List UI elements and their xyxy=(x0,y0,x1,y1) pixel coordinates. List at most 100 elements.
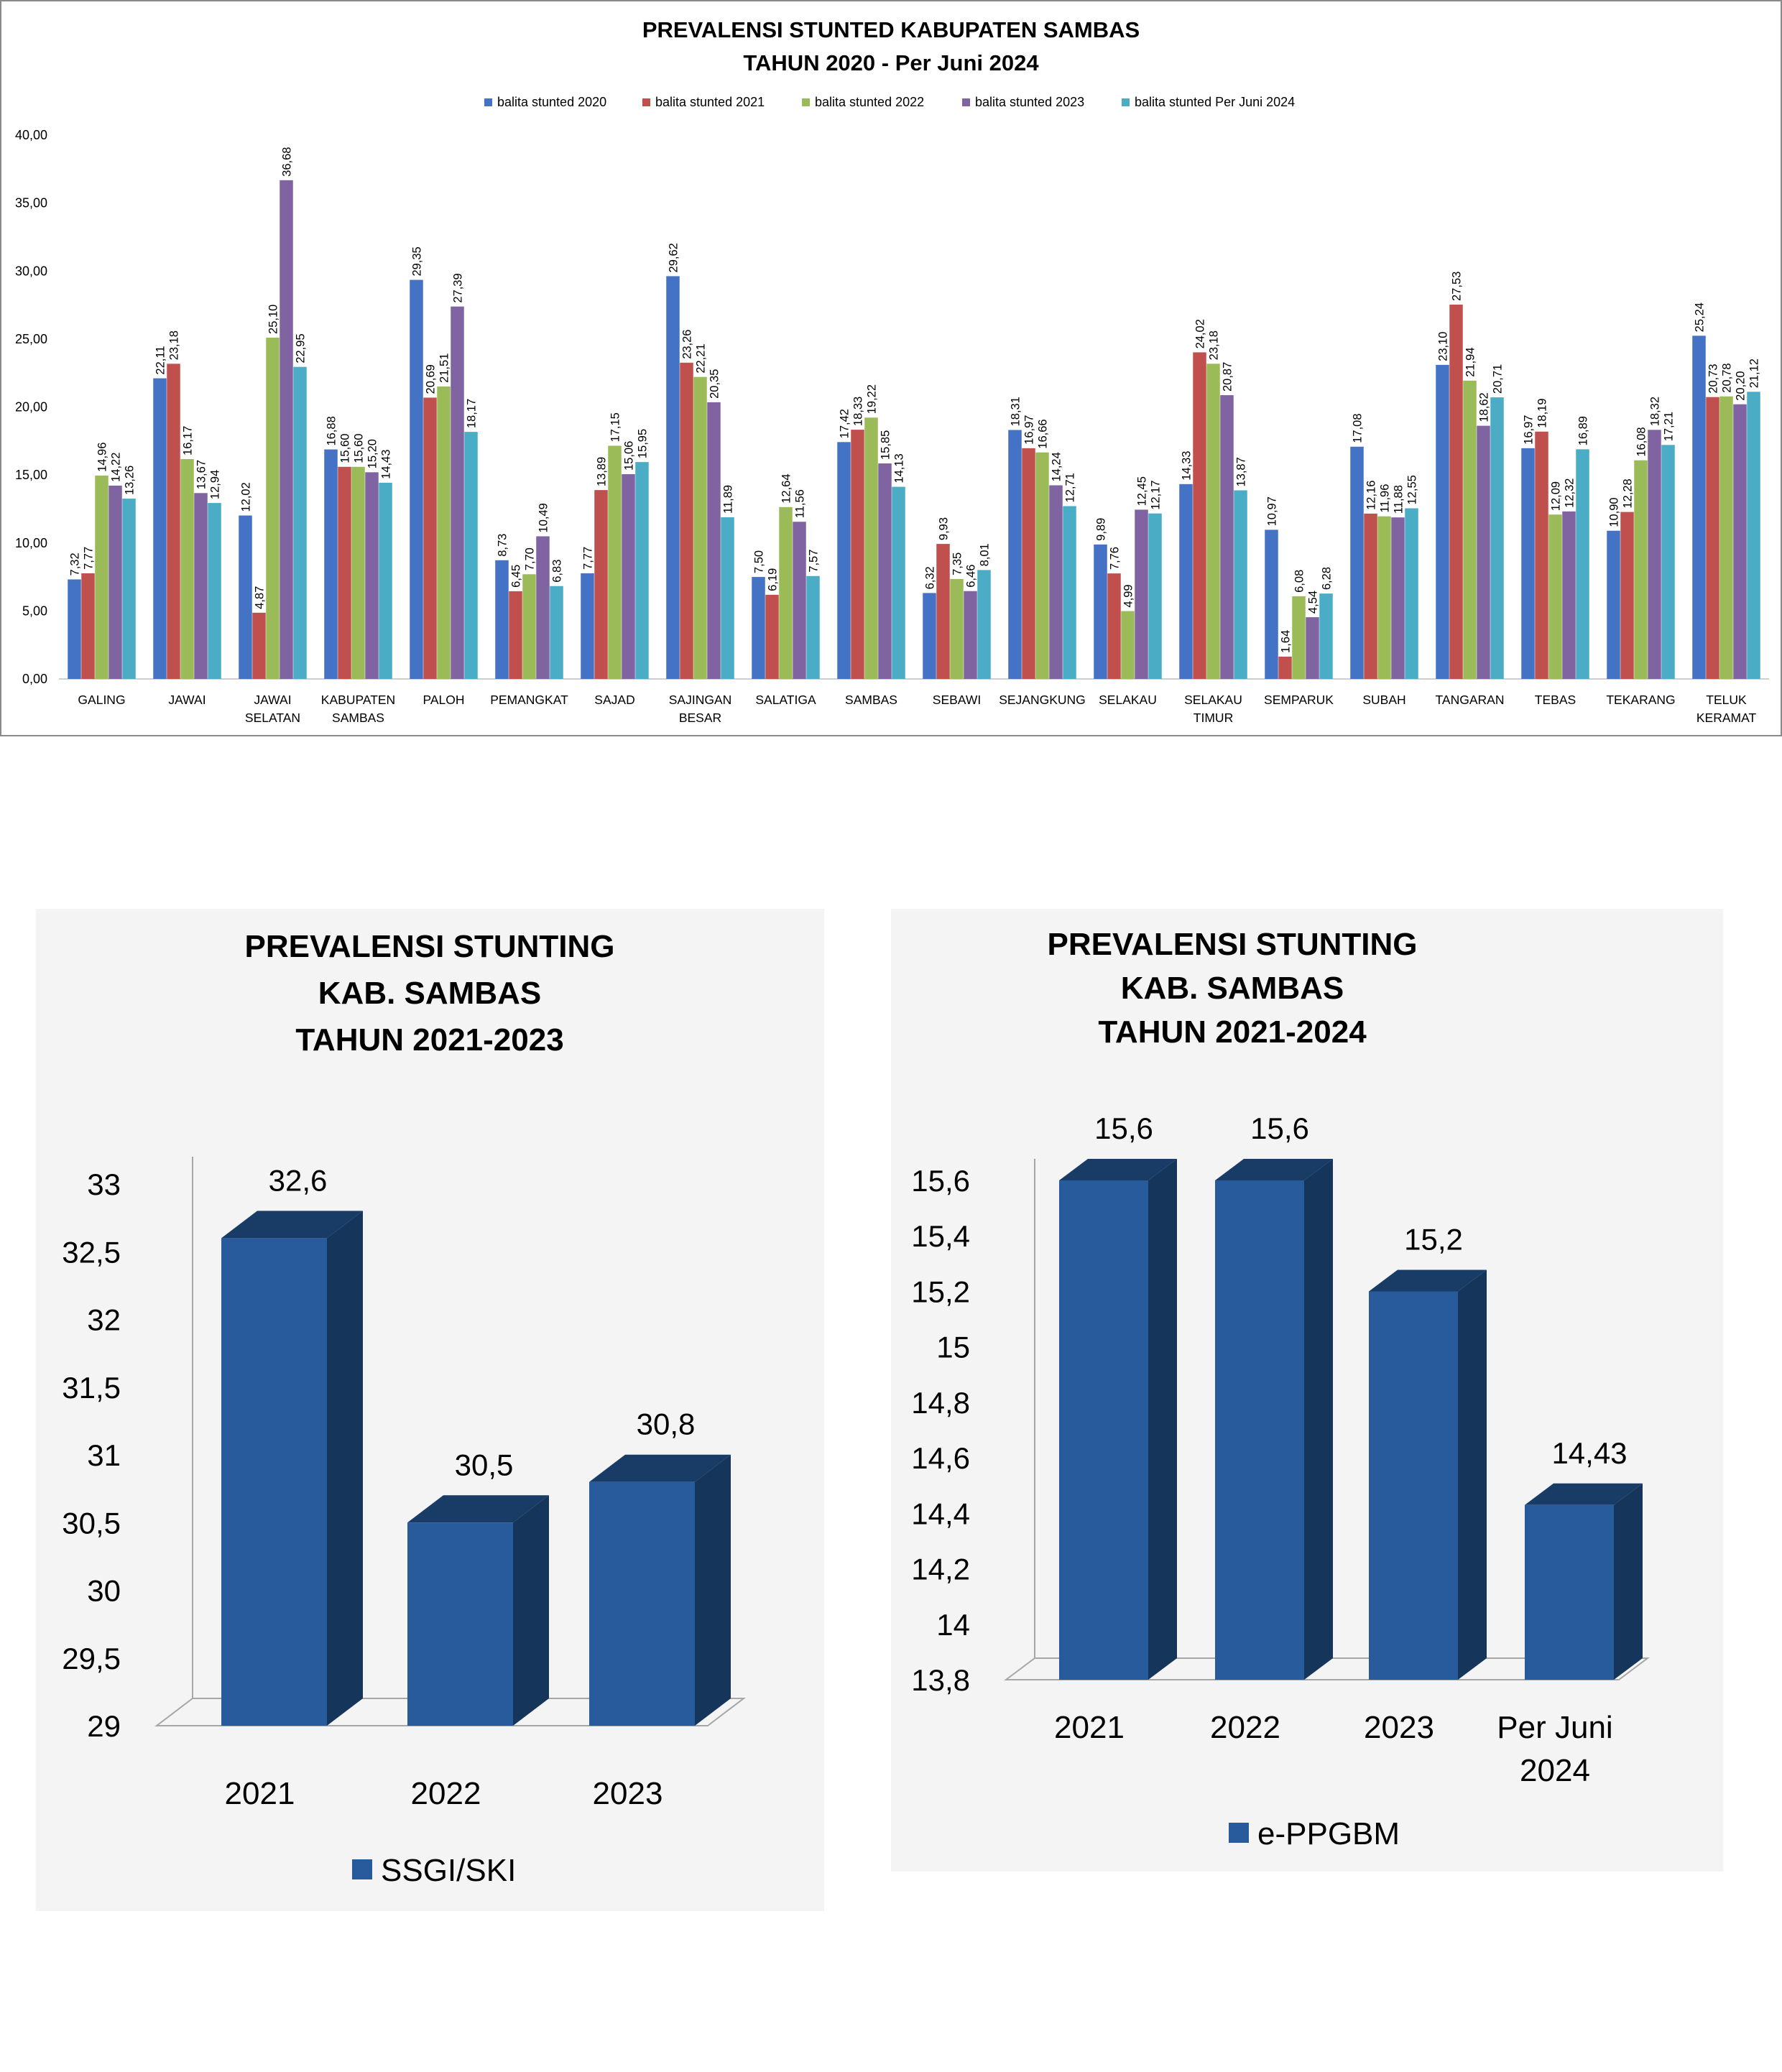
y-tick-label: 29,5 xyxy=(62,1642,121,1675)
data-label: 17,21 xyxy=(1663,412,1676,441)
bar xyxy=(1391,517,1405,679)
bar xyxy=(721,517,734,679)
bar xyxy=(324,449,338,679)
y-tick-label: 31,5 xyxy=(62,1371,121,1405)
bar xyxy=(68,579,81,679)
bar xyxy=(1035,452,1049,679)
y-tick-label: 15 xyxy=(936,1331,970,1364)
bar xyxy=(1206,364,1220,679)
data-label: 36,68 xyxy=(281,147,294,177)
bar xyxy=(1377,516,1391,679)
bar xyxy=(1477,425,1490,679)
bar xyxy=(923,593,936,679)
bar xyxy=(379,482,392,679)
data-label: 6,08 xyxy=(1293,570,1306,593)
x-tick-label: SELAKAU xyxy=(1184,693,1242,707)
data-label: 15,6 xyxy=(1250,1111,1309,1145)
bar xyxy=(1525,1504,1614,1680)
x-tick-label: BESAR xyxy=(679,711,721,725)
bar xyxy=(977,570,991,679)
y-tick-label: 33 xyxy=(87,1167,121,1201)
data-label: 13,26 xyxy=(124,466,137,495)
bar xyxy=(1063,506,1076,679)
data-label: 7,35 xyxy=(951,552,964,575)
x-tick-label: SELATAN xyxy=(245,711,300,725)
data-label: 12,02 xyxy=(240,482,253,512)
chart-subtitle: TAHUN 2020 - Per Juni 2024 xyxy=(743,50,1039,75)
bar xyxy=(1405,508,1418,679)
legend-swatch xyxy=(1229,1823,1249,1843)
data-label: 32,6 xyxy=(269,1163,328,1197)
bar xyxy=(1648,430,1661,679)
bar xyxy=(1059,1180,1148,1680)
bar xyxy=(407,1522,513,1726)
data-label: 30,8 xyxy=(637,1407,696,1441)
bar xyxy=(1747,392,1760,679)
y-tick-label: 40,00 xyxy=(15,128,47,142)
data-label: 14,43 xyxy=(380,450,393,479)
y-tick-label: 14 xyxy=(936,1608,970,1642)
data-label: 6,19 xyxy=(767,568,780,591)
x-tick-label: KABUPATEN xyxy=(321,693,395,707)
bar xyxy=(1562,511,1576,679)
chart-title: PREVALENSI STUNTING xyxy=(1047,927,1417,962)
bar xyxy=(1706,397,1719,679)
data-label: 13,89 xyxy=(596,457,609,486)
bar xyxy=(837,442,851,679)
data-label: 12,55 xyxy=(1406,475,1419,504)
data-label: 12,94 xyxy=(209,470,222,499)
bar xyxy=(581,573,594,679)
y-tick-label: 14,4 xyxy=(911,1497,970,1530)
floor xyxy=(154,1698,746,1726)
data-label: 25,10 xyxy=(267,305,280,334)
legend-label: balita stunted 2023 xyxy=(975,95,1084,109)
data-label: 15,20 xyxy=(366,439,379,468)
bar xyxy=(495,560,509,679)
bar xyxy=(1265,529,1278,679)
bar xyxy=(1107,573,1121,679)
chart-title: TAHUN 2021-2023 xyxy=(295,1022,563,1058)
bar xyxy=(950,578,964,679)
data-label: 16,66 xyxy=(1037,419,1050,448)
data-label: 20,78 xyxy=(1721,363,1734,392)
bar xyxy=(95,475,109,679)
x-tick-label: 2021 xyxy=(1054,1710,1125,1745)
data-label: 14,43 xyxy=(1551,1436,1627,1470)
x-tick-label: SALATIGA xyxy=(755,693,816,707)
data-label: 15,85 xyxy=(880,430,892,460)
bar xyxy=(536,536,550,679)
chart-title: TAHUN 2021-2024 xyxy=(1098,1014,1367,1050)
bar xyxy=(280,180,293,679)
bar xyxy=(464,432,478,679)
bar xyxy=(1350,446,1364,679)
data-label: 7,77 xyxy=(582,547,595,570)
bar xyxy=(964,591,977,679)
legend-swatch xyxy=(962,98,970,106)
bar xyxy=(351,466,365,679)
bar xyxy=(851,430,864,679)
data-label: 7,57 xyxy=(808,550,821,573)
bar xyxy=(338,466,351,679)
bar xyxy=(1094,544,1107,679)
legend-swatch xyxy=(642,98,650,106)
data-label: 12,16 xyxy=(1365,481,1378,510)
y-tick-label: 30,00 xyxy=(15,264,47,278)
x-tick-label: PEMANGKAT xyxy=(490,693,568,707)
data-label: 21,12 xyxy=(1748,359,1761,388)
bar xyxy=(550,586,563,679)
ssgi-ski-svg: PREVALENSI STUNTING KAB. SAMBAS TAHUN 2021… xyxy=(62,929,746,1888)
bar xyxy=(1535,431,1548,679)
x-tick-label: 2024 xyxy=(1520,1753,1590,1788)
bar xyxy=(779,507,793,679)
bar xyxy=(423,397,437,679)
x-tick-label: SEJANGKUNG xyxy=(999,693,1086,707)
y-tick-label: 25,00 xyxy=(15,332,47,346)
y-tick-label: 35,00 xyxy=(15,196,47,211)
legend-swatch xyxy=(352,1859,372,1879)
data-label: 6,28 xyxy=(1321,567,1334,590)
bar xyxy=(194,493,208,679)
bar xyxy=(365,472,379,679)
chart-title: KAB. SAMBAS xyxy=(1121,971,1344,1006)
bar xyxy=(167,364,180,679)
bar xyxy=(1369,1291,1458,1680)
